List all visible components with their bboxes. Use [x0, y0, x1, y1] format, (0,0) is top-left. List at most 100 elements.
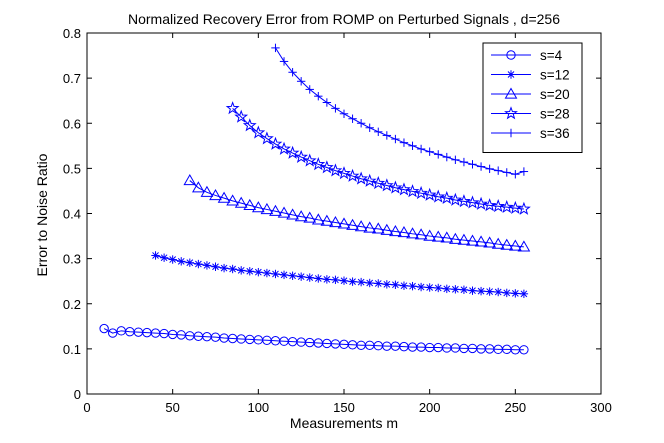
data-point-s-20 [243, 198, 257, 211]
data-point-s-12 [288, 271, 297, 280]
data-point-s-12 [459, 285, 469, 294]
data-point-s-12 [519, 289, 529, 299]
data-point-s-12 [237, 266, 246, 275]
data-point-s-36 [356, 119, 366, 128]
data-point-s-36 [416, 144, 426, 154]
data-point-s-36 [296, 77, 306, 86]
data-point-s-20 [226, 194, 239, 206]
data-point-s-36 [476, 162, 486, 171]
data-point-s-12 [356, 277, 366, 287]
data-point-s-20 [431, 230, 445, 242]
data-point-s-12 [254, 267, 263, 277]
data-point-s-12 [416, 282, 426, 292]
data-point-s-20 [217, 191, 231, 203]
y-tick-label: 0.5 [63, 161, 81, 176]
data-point-s-36 [305, 85, 314, 94]
x-tick-label: 50 [165, 400, 179, 415]
data-point-s-28 [294, 149, 309, 163]
data-point-s-28 [319, 160, 334, 174]
data-point-s-28 [379, 178, 394, 192]
data-point-s-36 [348, 114, 357, 123]
data-point-s-28 [345, 168, 360, 182]
data-point-s-36 [425, 147, 434, 156]
data-point-s-12 [194, 259, 203, 269]
data-point-s-20 [440, 231, 454, 243]
data-point-s-12 [442, 284, 451, 294]
x-tick-label: 250 [504, 400, 526, 415]
data-point-s-12 [279, 270, 289, 280]
data-point-s-20 [286, 208, 299, 220]
data-point-s-20 [406, 227, 419, 239]
data-point-s-12 [476, 286, 486, 296]
y-tick-label: 0.1 [63, 342, 81, 357]
data-point-s-28 [405, 184, 420, 198]
data-point-s-20 [311, 213, 325, 225]
data-point-s-12 [408, 281, 417, 291]
data-point-s-12 [219, 263, 229, 273]
data-point-s-28 [516, 201, 531, 215]
data-point-s-4 [519, 345, 529, 355]
data-point-s-36 [339, 109, 349, 118]
data-point-s-20 [500, 238, 514, 250]
data-point-s-36 [279, 57, 289, 66]
data-point-s-28 [259, 131, 274, 145]
data-point-s-20 [354, 220, 368, 232]
legend-marker-s-4 [506, 50, 516, 60]
data-point-s-36 [511, 170, 520, 179]
y-tick-label: 0.4 [63, 207, 81, 222]
data-point-s-12 [168, 255, 177, 264]
data-point-s-20 [449, 232, 462, 244]
data-point-s-12 [485, 287, 494, 296]
data-point-s-12 [468, 286, 477, 295]
data-point-s-20 [269, 204, 282, 216]
data-point-s-36 [494, 166, 503, 175]
data-point-s-36 [408, 141, 417, 151]
data-point-s-20 [423, 229, 437, 241]
data-point-s-12 [271, 269, 280, 279]
y-axis-label: Error to Noise Ratio [34, 153, 50, 276]
data-point-s-28 [277, 141, 291, 155]
plot-area: 0 50 100 150 200 250 300 0 0.1 0.2 0.3 0.4 0.5 0.6 0.7… [63, 26, 612, 415]
data-point-s-12 [502, 288, 511, 298]
data-point-s-36 [434, 150, 443, 159]
data-point-s-12 [331, 275, 340, 285]
data-point-s-12 [322, 275, 332, 284]
data-point-s-36 [459, 157, 469, 167]
data-point-s-36 [485, 164, 494, 174]
data-point-s-20 [303, 211, 317, 223]
data-point-s-20 [466, 234, 479, 246]
legend-marker-s-36 [506, 128, 516, 138]
data-point-s-12 [399, 281, 409, 290]
data-point-s-12 [314, 274, 323, 283]
data-point-s-12 [494, 287, 503, 297]
chart-title: Normalized Recovery Error from ROMP on P… [128, 11, 560, 27]
data-point-s-12 [185, 258, 194, 267]
legend-marker-s-20 [504, 87, 518, 99]
data-point-s-12 [425, 283, 434, 292]
data-point-s-20 [260, 202, 274, 215]
data-point-s-20 [483, 236, 496, 248]
data-point-s-28 [465, 195, 480, 209]
data-point-s-12 [511, 289, 520, 298]
data-point-s-12 [228, 264, 237, 274]
data-point-s-28 [439, 190, 454, 205]
data-point-s-28 [337, 166, 351, 180]
data-point-s-28 [234, 109, 249, 123]
x-tick-label: 150 [333, 400, 355, 415]
data-point-s-20 [517, 240, 531, 252]
data-point-s-20 [251, 201, 265, 213]
data-point-s-12 [374, 279, 383, 288]
data-point-s-20 [508, 239, 522, 251]
y-tick-label: 0.8 [63, 26, 81, 41]
data-point-s-12 [211, 262, 220, 271]
data-point-s-28 [397, 182, 411, 196]
data-point-s-28 [242, 118, 257, 132]
data-point-s-28 [448, 192, 463, 206]
data-point-s-20 [200, 185, 214, 197]
data-point-s-20 [457, 233, 471, 245]
data-point-s-36 [502, 168, 511, 177]
legend-label-s-4: s=4 [540, 48, 563, 63]
data-point-s-20 [371, 222, 385, 234]
data-point-s-20 [363, 221, 377, 233]
data-point-s-28 [225, 101, 240, 115]
